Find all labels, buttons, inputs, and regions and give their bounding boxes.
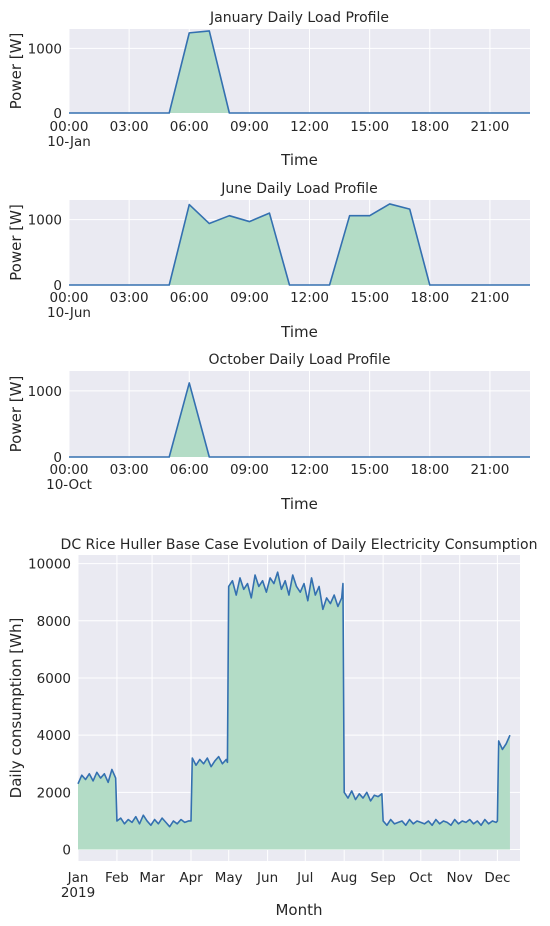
series-line (69, 30, 530, 114)
x-tick-label: Feb (105, 870, 129, 886)
y-tick-label: 1000 (28, 384, 62, 400)
x-axis-label: Time (280, 495, 318, 513)
x-tick-label: 18:00 (410, 462, 449, 478)
x-tick-label: 06:00 (170, 290, 209, 306)
x-tick-label: Jun (256, 870, 278, 886)
x-tick-label: Jul (296, 870, 313, 886)
plot-background (69, 371, 530, 457)
x-tick-label: 03:00 (110, 119, 149, 135)
x-tick-label: 00:00 (50, 119, 89, 135)
x-tick-label: 03:00 (110, 290, 149, 306)
y-axis-label: Power [W] (7, 33, 25, 110)
chart-title: January Daily Load Profile (209, 10, 389, 26)
x-tick-label: Jan (67, 870, 89, 886)
y-tick-label: 0 (53, 278, 62, 294)
x-tick-label: 00:00 (50, 462, 89, 478)
x-tick-label: 12:00 (290, 290, 329, 306)
x-tick-label: Dec (484, 870, 510, 886)
chart-3: 0 2000 4000 6000 8000 10000 Jan Feb Mar Apr May Jun… (7, 537, 537, 919)
x-tick-label: May (215, 870, 243, 886)
chart-0: 0 1000 00:00 03:00 06:00 09:00 12:00 15:00 18:00… (7, 10, 530, 169)
x-tick-sublabel: 2019 (61, 885, 95, 901)
x-tick-label: 09:00 (230, 119, 269, 135)
chart-title: DC Rice Huller Base Case Evolution of Da… (61, 537, 538, 553)
y-tick-label: 8000 (37, 614, 71, 630)
plot-background (69, 200, 530, 285)
y-tick-label: 1000 (28, 41, 62, 57)
x-tick-label: 12:00 (290, 462, 329, 478)
chart-2: 0 1000 00:00 03:00 06:00 09:00 12:00 15:00 18:00… (7, 352, 530, 513)
x-tick-label: Nov (447, 870, 473, 886)
x-tick-sublabel: 10-Jun (47, 305, 91, 321)
x-tick-label: 18:00 (410, 290, 449, 306)
x-tick-sublabel: 10-Oct (46, 477, 92, 493)
x-tick-label: 03:00 (110, 462, 149, 478)
chart-title: June Daily Load Profile (220, 181, 377, 197)
y-axis-label: Power [W] (7, 204, 25, 281)
x-tick-label: 06:00 (170, 119, 209, 135)
x-tick-label: Mar (139, 870, 165, 886)
y-tick-label: 0 (62, 843, 71, 859)
x-tick-sublabel: 10-Jan (47, 134, 91, 150)
series-area (69, 30, 530, 113)
y-tick-label: 6000 (37, 671, 71, 687)
y-axis-label: Power [W] (7, 376, 25, 453)
y-tick-label: 10000 (28, 557, 71, 573)
x-tick-label: 00:00 (50, 290, 89, 306)
y-tick-label: 4000 (37, 728, 71, 744)
x-tick-label: 09:00 (230, 290, 269, 306)
plot-background (69, 29, 530, 113)
x-tick-label: Sep (370, 870, 395, 886)
x-tick-label: 21:00 (470, 462, 509, 478)
chart-1: 0 1000 00:00 03:00 06:00 09:00 12:00 15:00 18:00… (7, 181, 530, 341)
x-tick-label: 15:00 (350, 119, 389, 135)
chart-title: October Daily Load Profile (209, 352, 391, 368)
x-tick-label: 15:00 (350, 462, 389, 478)
x-axis-label: Month (275, 901, 322, 919)
x-tick-label: 21:00 (470, 119, 509, 135)
y-axis-label: Daily consumption [Wh] (7, 618, 25, 799)
x-tick-label: Apr (179, 870, 203, 886)
x-axis-label: Time (280, 151, 318, 169)
y-tick-label: 2000 (37, 785, 71, 801)
y-tick-label: 0 (53, 450, 62, 466)
y-tick-label: 1000 (28, 213, 62, 229)
x-tick-label: 09:00 (230, 462, 269, 478)
x-tick-label: 18:00 (410, 119, 449, 135)
x-tick-label: 12:00 (290, 119, 329, 135)
series-line (69, 203, 530, 286)
x-axis-label: Time (280, 323, 318, 341)
x-tick-label: 06:00 (170, 462, 209, 478)
x-tick-label: Oct (409, 870, 432, 886)
series-line (77, 571, 511, 828)
series-area (78, 572, 510, 850)
x-tick-label: 15:00 (350, 290, 389, 306)
y-tick-label: 0 (53, 106, 62, 122)
x-tick-label: 21:00 (470, 290, 509, 306)
series-area (69, 203, 530, 285)
x-tick-label: Aug (331, 870, 357, 886)
series-line (69, 382, 530, 458)
